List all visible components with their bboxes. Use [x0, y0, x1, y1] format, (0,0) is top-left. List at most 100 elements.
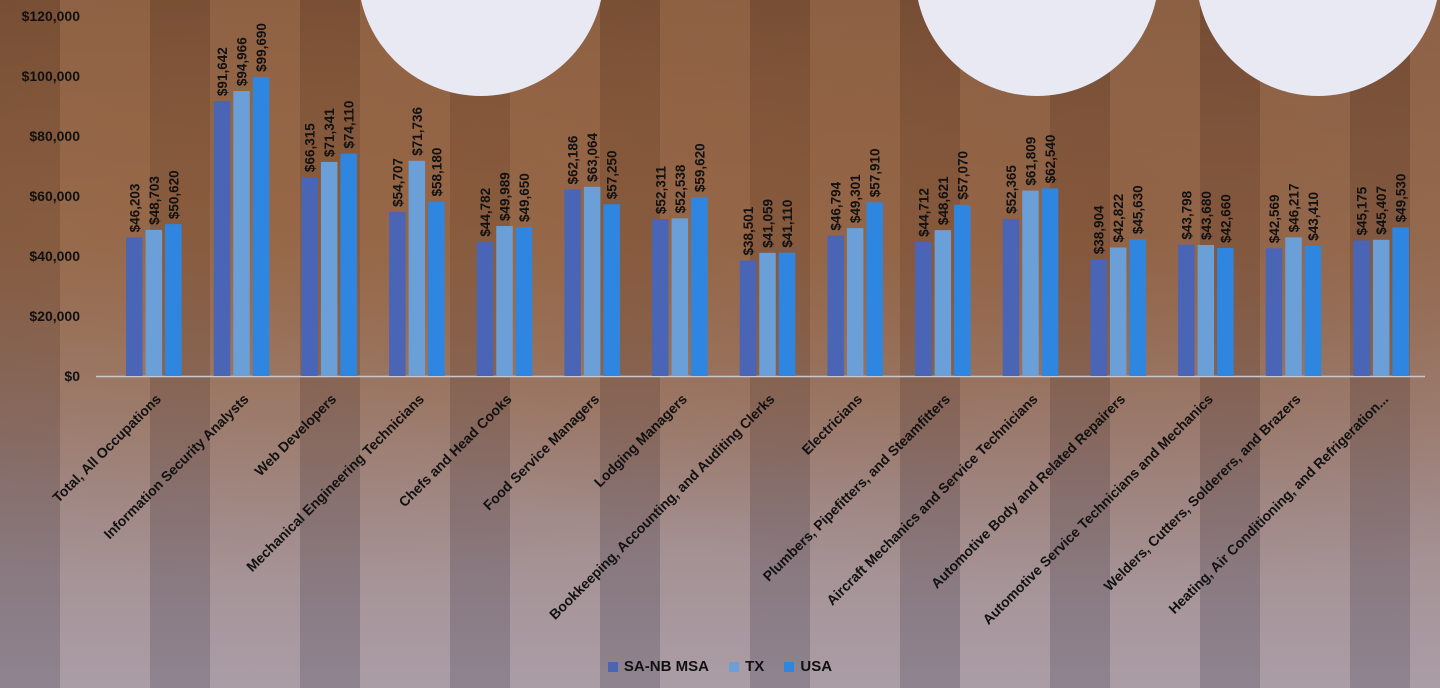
bar [1178, 244, 1195, 376]
data-label: $43,798 [1179, 190, 1194, 239]
data-label: $38,904 [1092, 205, 1107, 254]
bar [827, 235, 844, 376]
bar [1265, 248, 1283, 376]
category-label: Automotive Body and Related Repairers [928, 391, 1129, 592]
data-label: $42,822 [1111, 194, 1126, 243]
legend-item-usa: USA [784, 658, 832, 675]
category-label: Welders, Cutters, Solderers, and Brazers [1100, 391, 1303, 594]
category-label: Lodging Managers [591, 391, 690, 490]
bar [301, 177, 318, 376]
bar [476, 241, 494, 376]
data-label: $45,175 [1355, 186, 1370, 235]
bar [389, 211, 406, 376]
data-label: $44,712 [916, 188, 931, 237]
y-tick-label: $120,000 [22, 8, 81, 24]
data-label: $52,365 [1004, 165, 1019, 214]
legend-swatch [729, 661, 740, 672]
data-label: $99,690 [254, 23, 269, 72]
legend-item-tx: TX [729, 658, 764, 675]
data-label: $62,540 [1043, 135, 1058, 184]
data-label: $48,621 [936, 176, 951, 225]
data-label: $58,180 [429, 148, 444, 197]
bar [1002, 218, 1020, 376]
bar [934, 230, 952, 376]
y-tick-label: $60,000 [29, 188, 80, 204]
data-label: $41,110 [780, 200, 795, 248]
y-tick-label: $40,000 [29, 248, 80, 264]
data-label: $44,782 [478, 188, 493, 237]
data-label: $42,660 [1218, 194, 1233, 243]
bar [1022, 190, 1039, 376]
y-tick-label: $80,000 [29, 128, 80, 144]
data-label: $62,186 [566, 135, 581, 184]
data-label: $38,501 [741, 206, 756, 255]
bar [515, 227, 533, 376]
bar [165, 224, 182, 376]
bar [1372, 239, 1390, 376]
data-label: $46,203 [127, 183, 142, 232]
legend-label: TX [745, 658, 765, 675]
bar [126, 237, 143, 376]
legend-label: SA-NB MSA [623, 658, 709, 675]
category-label: Electricians [798, 391, 865, 458]
data-label: $57,910 [868, 148, 883, 197]
bar [1041, 188, 1059, 376]
data-label: $57,070 [955, 151, 970, 200]
bar [1090, 259, 1107, 376]
bar [1304, 245, 1322, 376]
legend-item-sa-nb-msa: SA-NB MSA [607, 658, 709, 675]
bar [428, 201, 445, 376]
bar [213, 101, 231, 376]
data-label: $43,410 [1306, 192, 1321, 241]
bar [320, 161, 338, 376]
data-label: $46,794 [829, 181, 844, 230]
bar [496, 226, 513, 376]
bar [145, 229, 163, 376]
bar-layer [126, 76, 1409, 377]
data-label: $57,250 [605, 150, 620, 199]
data-label: $59,620 [692, 143, 707, 192]
bar [564, 189, 581, 376]
data-label: $45,407 [1374, 186, 1389, 235]
data-label: $94,966 [235, 37, 250, 86]
bar [778, 252, 796, 376]
data-label: $63,064 [585, 133, 600, 182]
bar [671, 218, 689, 376]
data-label: $52,538 [673, 164, 688, 213]
data-label: $49,989 [498, 172, 513, 221]
data-label: $50,620 [166, 170, 181, 219]
bar [408, 160, 426, 376]
data-label: $46,217 [1287, 184, 1302, 233]
bar [1197, 244, 1215, 376]
data-label: $71,736 [410, 107, 425, 156]
category-label: Web Developers [251, 391, 339, 479]
bar [233, 91, 250, 377]
data-label: $52,311 [653, 166, 668, 215]
bar [954, 204, 971, 376]
data-label: $49,650 [517, 173, 532, 222]
bar [603, 204, 620, 376]
data-label: $43,680 [1199, 191, 1214, 240]
data-label: $54,707 [390, 158, 405, 207]
bar [252, 76, 270, 377]
bar [583, 186, 601, 376]
category-label: Mechanical Engineering Technicians [243, 391, 427, 575]
bar [1353, 240, 1370, 376]
category-label: Plumbers, Pipefitters, and Steamfitters [760, 391, 954, 585]
data-label: $74,110 [342, 101, 357, 149]
category-label: Information Security Analysts [100, 391, 251, 542]
data-label: $49,301 [848, 174, 863, 223]
legend-swatch [784, 661, 795, 672]
legend-swatch [607, 661, 618, 672]
bar [866, 202, 883, 376]
bar [739, 260, 757, 376]
bar [652, 219, 669, 376]
bar [759, 252, 776, 376]
bar [915, 241, 932, 376]
bar [1109, 247, 1127, 376]
y-tick-label: $20,000 [29, 308, 80, 324]
legend-label: USA [800, 658, 833, 675]
data-label: $45,630 [1131, 185, 1146, 234]
bar [1129, 239, 1146, 376]
